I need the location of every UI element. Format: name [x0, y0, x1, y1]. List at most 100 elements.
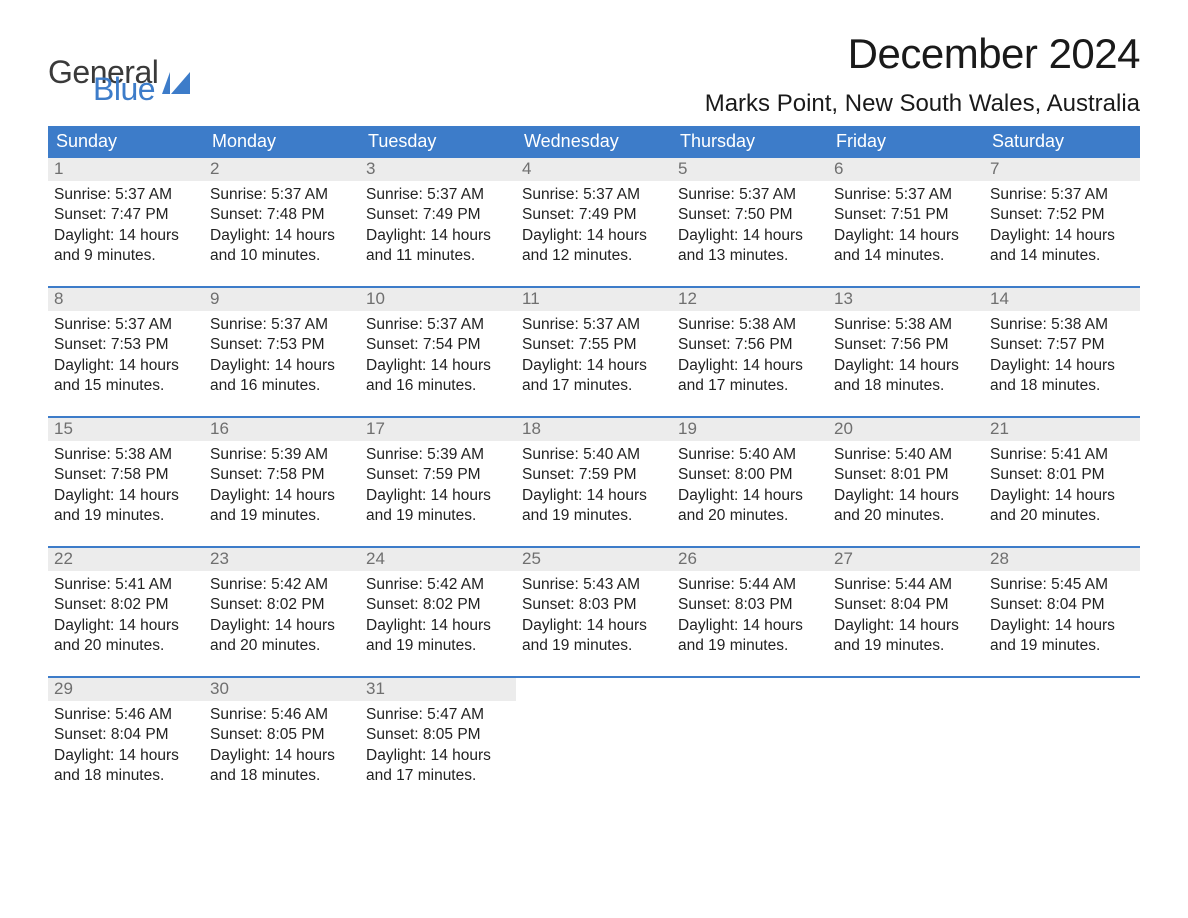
day-number: 3: [360, 158, 516, 181]
day-content: Sunrise: 5:37 AMSunset: 7:48 PMDaylight:…: [204, 181, 360, 267]
day-content: [828, 681, 984, 685]
day-number: 15: [48, 418, 204, 441]
day-cell: 29Sunrise: 5:46 AMSunset: 8:04 PMDayligh…: [48, 678, 204, 806]
day-cell: 21Sunrise: 5:41 AMSunset: 8:01 PMDayligh…: [984, 418, 1140, 546]
dl2-text: and 19 minutes.: [834, 636, 978, 656]
sunset-text: Sunset: 8:02 PM: [210, 595, 354, 615]
day-cell: 31Sunrise: 5:47 AMSunset: 8:05 PMDayligh…: [360, 678, 516, 806]
day-content: Sunrise: 5:37 AMSunset: 7:49 PMDaylight:…: [516, 181, 672, 267]
day-content: Sunrise: 5:45 AMSunset: 8:04 PMDaylight:…: [984, 571, 1140, 657]
sunrise-text: Sunrise: 5:45 AM: [990, 575, 1134, 595]
sunrise-text: Sunrise: 5:44 AM: [678, 575, 822, 595]
dl2-text: and 14 minutes.: [990, 246, 1134, 266]
day-content: Sunrise: 5:38 AMSunset: 7:56 PMDaylight:…: [828, 311, 984, 397]
dl1-text: Daylight: 14 hours: [834, 486, 978, 506]
sunset-text: Sunset: 8:04 PM: [54, 725, 198, 745]
sunrise-text: Sunrise: 5:40 AM: [834, 445, 978, 465]
day-content: Sunrise: 5:40 AMSunset: 8:00 PMDaylight:…: [672, 441, 828, 527]
day-content: Sunrise: 5:37 AMSunset: 7:55 PMDaylight:…: [516, 311, 672, 397]
day-header-wednesday: Wednesday: [516, 126, 672, 158]
dl1-text: Daylight: 14 hours: [210, 486, 354, 506]
dl2-text: and 16 minutes.: [366, 376, 510, 396]
sunrise-text: Sunrise: 5:42 AM: [210, 575, 354, 595]
day-cell: 30Sunrise: 5:46 AMSunset: 8:05 PMDayligh…: [204, 678, 360, 806]
day-content: Sunrise: 5:42 AMSunset: 8:02 PMDaylight:…: [360, 571, 516, 657]
dl2-text: and 19 minutes.: [54, 506, 198, 526]
dl1-text: Daylight: 14 hours: [678, 616, 822, 636]
sunset-text: Sunset: 8:01 PM: [834, 465, 978, 485]
dl1-text: Daylight: 14 hours: [834, 226, 978, 246]
sunrise-text: Sunrise: 5:37 AM: [54, 185, 198, 205]
sunrise-text: Sunrise: 5:46 AM: [54, 705, 198, 725]
day-cell: 18Sunrise: 5:40 AMSunset: 7:59 PMDayligh…: [516, 418, 672, 546]
dl2-text: and 20 minutes.: [210, 636, 354, 656]
logo-text-blue: Blue: [93, 75, 158, 104]
location: Marks Point, New South Wales, Australia: [705, 90, 1140, 118]
sunrise-text: Sunrise: 5:40 AM: [522, 445, 666, 465]
logo: General Blue: [48, 30, 190, 104]
day-number: 25: [516, 548, 672, 571]
day-content: Sunrise: 5:40 AMSunset: 7:59 PMDaylight:…: [516, 441, 672, 527]
sunrise-text: Sunrise: 5:39 AM: [366, 445, 510, 465]
day-number: 10: [360, 288, 516, 311]
week-row: 8Sunrise: 5:37 AMSunset: 7:53 PMDaylight…: [48, 286, 1140, 416]
sunrise-text: Sunrise: 5:38 AM: [990, 315, 1134, 335]
day-header-friday: Friday: [828, 126, 984, 158]
dl2-text: and 18 minutes.: [834, 376, 978, 396]
sunrise-text: Sunrise: 5:37 AM: [210, 315, 354, 335]
dl1-text: Daylight: 14 hours: [522, 226, 666, 246]
sunset-text: Sunset: 8:02 PM: [54, 595, 198, 615]
day-cell: 27Sunrise: 5:44 AMSunset: 8:04 PMDayligh…: [828, 548, 984, 676]
day-cell: 24Sunrise: 5:42 AMSunset: 8:02 PMDayligh…: [360, 548, 516, 676]
day-header-tuesday: Tuesday: [360, 126, 516, 158]
day-content: Sunrise: 5:38 AMSunset: 7:58 PMDaylight:…: [48, 441, 204, 527]
dl1-text: Daylight: 14 hours: [54, 616, 198, 636]
dl2-text: and 18 minutes.: [990, 376, 1134, 396]
day-number: 6: [828, 158, 984, 181]
day-number: 4: [516, 158, 672, 181]
sunrise-text: Sunrise: 5:41 AM: [990, 445, 1134, 465]
sunset-text: Sunset: 8:03 PM: [522, 595, 666, 615]
day-content: [516, 681, 672, 685]
dl1-text: Daylight: 14 hours: [990, 356, 1134, 376]
dl2-text: and 17 minutes.: [522, 376, 666, 396]
day-cell: 17Sunrise: 5:39 AMSunset: 7:59 PMDayligh…: [360, 418, 516, 546]
logo-text-block: General Blue: [48, 58, 158, 104]
day-number: 18: [516, 418, 672, 441]
sunrise-text: Sunrise: 5:37 AM: [990, 185, 1134, 205]
day-content: Sunrise: 5:37 AMSunset: 7:47 PMDaylight:…: [48, 181, 204, 267]
dl2-text: and 19 minutes.: [366, 506, 510, 526]
sunrise-text: Sunrise: 5:38 AM: [678, 315, 822, 335]
day-cell: 11Sunrise: 5:37 AMSunset: 7:55 PMDayligh…: [516, 288, 672, 416]
day-number: 26: [672, 548, 828, 571]
day-number: 12: [672, 288, 828, 311]
day-cell: 20Sunrise: 5:40 AMSunset: 8:01 PMDayligh…: [828, 418, 984, 546]
sunrise-text: Sunrise: 5:47 AM: [366, 705, 510, 725]
sunrise-text: Sunrise: 5:37 AM: [54, 315, 198, 335]
day-content: Sunrise: 5:38 AMSunset: 7:56 PMDaylight:…: [672, 311, 828, 397]
sunrise-text: Sunrise: 5:37 AM: [366, 185, 510, 205]
day-number: 28: [984, 548, 1140, 571]
sunset-text: Sunset: 8:02 PM: [366, 595, 510, 615]
sunrise-text: Sunrise: 5:38 AM: [54, 445, 198, 465]
day-content: Sunrise: 5:42 AMSunset: 8:02 PMDaylight:…: [204, 571, 360, 657]
dl1-text: Daylight: 14 hours: [522, 616, 666, 636]
dl1-text: Daylight: 14 hours: [990, 226, 1134, 246]
sunset-text: Sunset: 7:59 PM: [522, 465, 666, 485]
day-number: 9: [204, 288, 360, 311]
day-header-sunday: Sunday: [48, 126, 204, 158]
day-content: Sunrise: 5:41 AMSunset: 8:02 PMDaylight:…: [48, 571, 204, 657]
sunrise-text: Sunrise: 5:46 AM: [210, 705, 354, 725]
dl1-text: Daylight: 14 hours: [366, 486, 510, 506]
sunset-text: Sunset: 7:53 PM: [54, 335, 198, 355]
sunset-text: Sunset: 7:59 PM: [366, 465, 510, 485]
dl1-text: Daylight: 14 hours: [210, 746, 354, 766]
day-number: 5: [672, 158, 828, 181]
dl1-text: Daylight: 14 hours: [366, 616, 510, 636]
day-cell: 28Sunrise: 5:45 AMSunset: 8:04 PMDayligh…: [984, 548, 1140, 676]
dl2-text: and 18 minutes.: [210, 766, 354, 786]
dl2-text: and 16 minutes.: [210, 376, 354, 396]
dl1-text: Daylight: 14 hours: [678, 226, 822, 246]
day-content: Sunrise: 5:38 AMSunset: 7:57 PMDaylight:…: [984, 311, 1140, 397]
day-cell: 23Sunrise: 5:42 AMSunset: 8:02 PMDayligh…: [204, 548, 360, 676]
